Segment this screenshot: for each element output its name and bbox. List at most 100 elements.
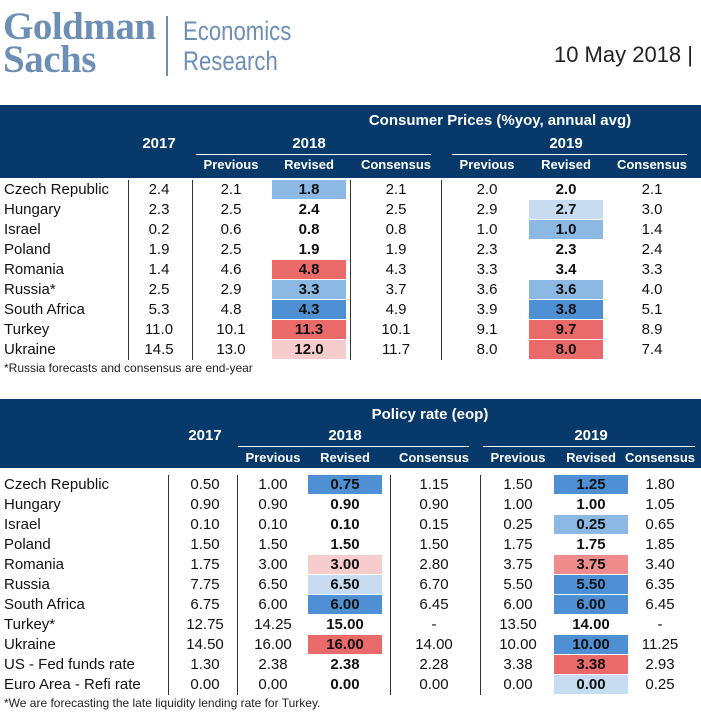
value-cell: 2.5 xyxy=(220,201,242,218)
value-cell: 3.0 xyxy=(641,201,663,218)
revised-value-cell: 0.00 xyxy=(554,675,628,694)
revised-value-cell: 12.0 xyxy=(272,340,346,359)
value-cell: 4.0 xyxy=(641,281,663,298)
revised-value-cell: 4.3 xyxy=(272,300,346,319)
table-row: Ukraine 14.5 13.0 12.0 11.7 8.0 8.0 7.4 xyxy=(0,340,701,360)
value-cell: 3.9 xyxy=(476,301,498,318)
value-cell: 1.4 xyxy=(641,221,663,238)
value-cell: 1.0 xyxy=(476,221,498,238)
value-cell: 5.1 xyxy=(641,301,663,318)
value-cell: 3.3 xyxy=(641,261,663,278)
value-cell: 1.50 xyxy=(503,476,533,493)
country-name: Romania xyxy=(4,556,65,573)
column-header-consensus: Consensus xyxy=(398,450,470,465)
revised-value-cell: 16.00 xyxy=(308,635,382,654)
revised-value-cell: 3.4 xyxy=(555,261,577,278)
column-header-consensus: Consensus xyxy=(360,157,432,172)
value-cell: - xyxy=(431,616,437,633)
value-cell: 11.0 xyxy=(144,321,174,338)
value-cell: 4.3 xyxy=(385,261,407,278)
revised-value-cell: 3.6 xyxy=(529,280,603,299)
value-cell: 5.50 xyxy=(503,576,533,593)
goldman-sachs-logo: Goldman Sachs xyxy=(3,7,156,79)
table-header-bar: Consumer Prices (%yoy, annual avg) 2017 20… xyxy=(0,105,701,178)
revised-value-cell: 1.9 xyxy=(298,241,320,258)
division-name: Economics Research xyxy=(183,16,291,76)
value-cell: 5.3 xyxy=(148,301,170,318)
value-cell: 14.50 xyxy=(186,636,224,653)
value-cell: 1.15 xyxy=(419,476,449,493)
value-cell: 10.00 xyxy=(499,636,537,653)
year-label-2019: 2019 xyxy=(574,427,608,444)
column-header-revised: Revised xyxy=(320,450,370,465)
revised-value-cell: 1.0 xyxy=(529,220,603,239)
table-row: South Africa 5.3 4.8 4.3 4.9 3.9 3.8 5.1 xyxy=(0,300,701,320)
value-cell: 3.00 xyxy=(258,556,288,573)
revised-value-cell: 2.38 xyxy=(330,656,360,673)
value-cell: 0.50 xyxy=(190,476,220,493)
value-cell: 14.5 xyxy=(144,341,174,358)
value-cell: 2.1 xyxy=(385,181,407,198)
value-cell: 6.45 xyxy=(645,596,675,613)
country-name: Poland xyxy=(4,241,51,258)
revised-value-cell: 6.00 xyxy=(554,595,628,614)
table-row: Romania 1.75 3.00 3.00 2.80 3.75 3.75 3.40 xyxy=(0,555,701,575)
table-row: Romania 1.4 4.6 4.8 4.3 3.3 3.4 3.3 xyxy=(0,260,701,280)
year-label-2018: 2018 xyxy=(292,135,326,152)
country-name: Israel xyxy=(4,516,41,533)
value-cell: 0.00 xyxy=(419,676,449,693)
revised-value-cell: 1.25 xyxy=(554,475,628,494)
year-rule-2019 xyxy=(483,446,695,447)
column-header-consensus: Consensus xyxy=(624,450,696,465)
value-cell: 3.6 xyxy=(476,281,498,298)
value-cell: 2.9 xyxy=(220,281,242,298)
table-row: Turkey 11.0 10.1 11.3 10.1 9.1 9.7 8.9 xyxy=(0,320,701,340)
country-name: Hungary xyxy=(4,201,61,218)
year-label-2017: 2017 xyxy=(188,427,222,444)
country-name: Russia* xyxy=(4,281,56,298)
column-header-previous: Previous xyxy=(490,450,546,465)
revised-value-cell: 0.00 xyxy=(330,676,360,693)
revised-value-cell: 1.75 xyxy=(576,536,606,553)
revised-value-cell: 1.8 xyxy=(272,180,346,199)
revised-value-cell: 10.00 xyxy=(554,635,628,654)
table-footnote: *We are forecasting the late liquidity l… xyxy=(4,696,321,710)
country-name: Ukraine xyxy=(4,341,56,358)
column-header-previous: Previous xyxy=(245,450,301,465)
logo-divider xyxy=(166,16,168,76)
value-cell: 2.3 xyxy=(148,201,170,218)
country-name: South Africa xyxy=(4,596,85,613)
table-header-bar: Policy rate (eop) 2017 2018 2019 Previous Rev… xyxy=(0,399,701,468)
value-cell: 1.50 xyxy=(190,536,220,553)
value-cell: 0.6 xyxy=(220,221,242,238)
value-cell: 6.70 xyxy=(419,576,449,593)
year-label-2018: 2018 xyxy=(328,427,362,444)
value-cell: 6.35 xyxy=(645,576,675,593)
value-cell: 1.9 xyxy=(385,241,407,258)
value-cell: 9.1 xyxy=(476,321,498,338)
year-rule-2018 xyxy=(196,154,431,155)
revised-value-cell: 3.00 xyxy=(308,555,382,574)
country-name: Romania xyxy=(4,261,65,278)
column-divider xyxy=(350,180,351,360)
table-row: Czech Republic 0.50 1.00 0.75 1.15 1.50 1.25 1.… xyxy=(0,475,701,495)
division-line-1: Economics xyxy=(183,16,292,46)
value-cell: 2.5 xyxy=(148,281,170,298)
revised-value-cell: 3.75 xyxy=(554,555,628,574)
column-divider xyxy=(480,475,481,695)
column-divider xyxy=(128,180,129,360)
value-cell: 10.1 xyxy=(381,321,411,338)
value-cell: 2.93 xyxy=(645,656,675,673)
value-cell: 0.90 xyxy=(258,496,288,513)
value-cell: 2.5 xyxy=(385,201,407,218)
value-cell: 1.05 xyxy=(645,496,675,513)
value-cell: 1.50 xyxy=(258,536,288,553)
table-row: Turkey* 12.75 14.25 15.00 - 13.50 14.00 - xyxy=(0,615,701,635)
revised-value-cell: 6.00 xyxy=(308,595,382,614)
table-row: Poland 1.9 2.5 1.9 1.9 2.3 2.3 2.4 xyxy=(0,240,701,260)
table-title: Policy rate (eop) xyxy=(371,406,489,423)
column-header-previous: Previous xyxy=(203,157,259,172)
value-cell: 14.00 xyxy=(415,636,453,653)
value-cell: 11.25 xyxy=(641,636,679,653)
value-cell: 0.25 xyxy=(503,516,533,533)
